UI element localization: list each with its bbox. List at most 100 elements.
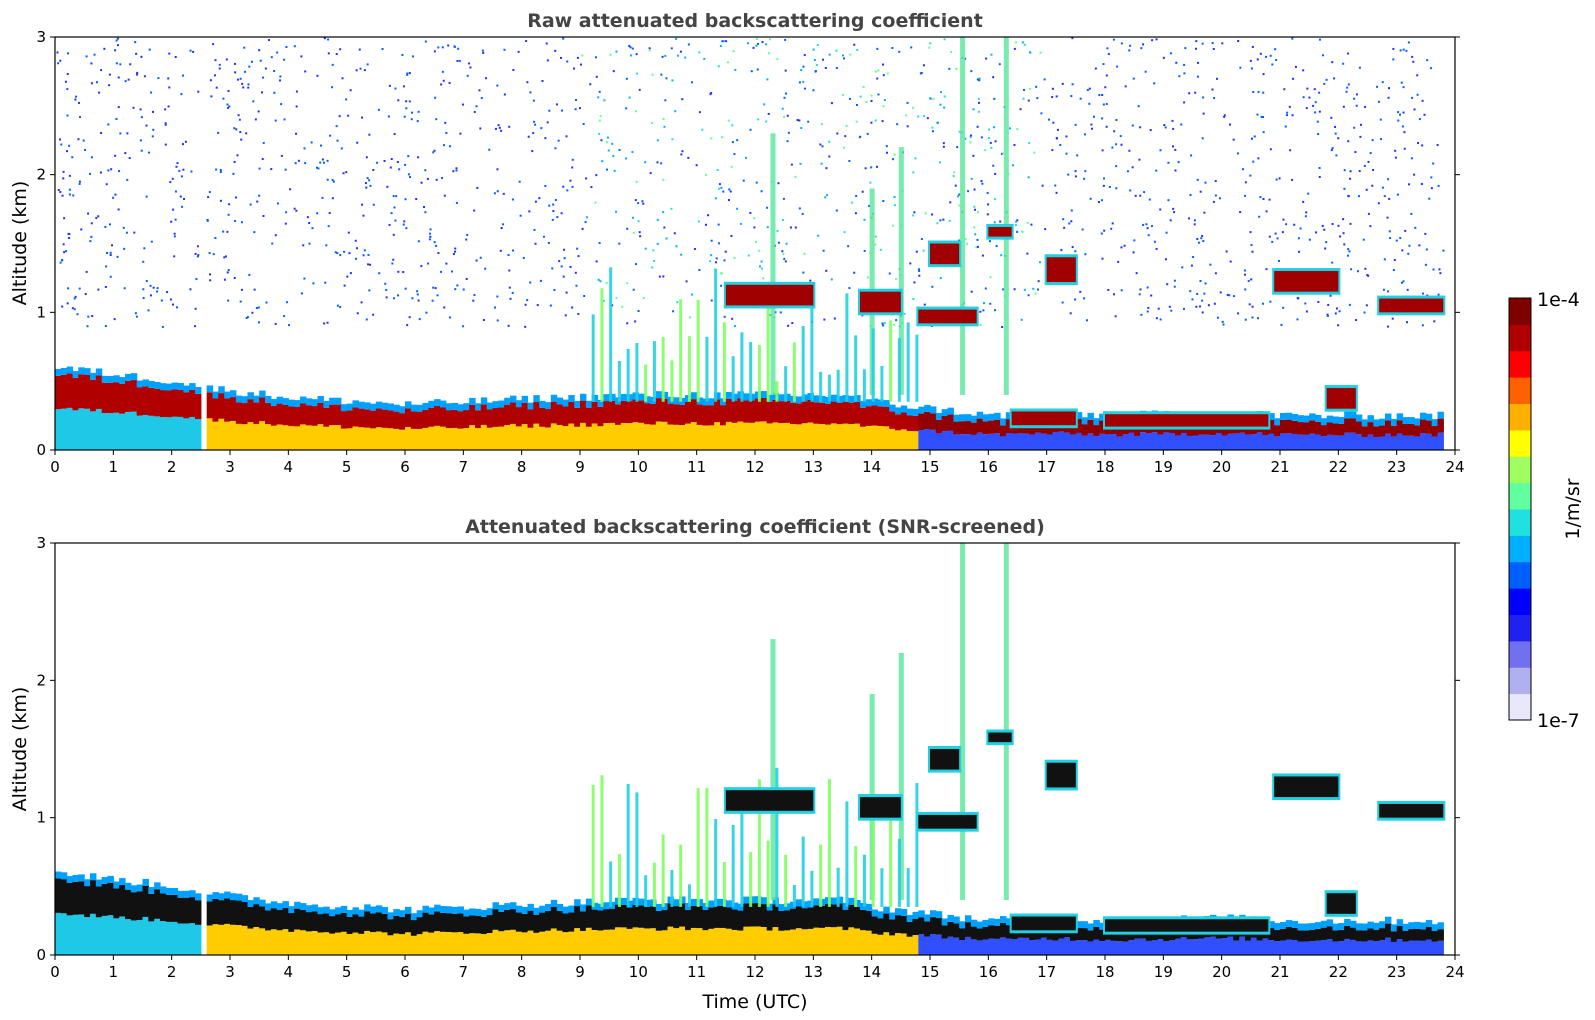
noise-point [169, 181, 172, 184]
noise-point [862, 85, 865, 88]
layer-column [335, 914, 342, 933]
noise-point [1218, 197, 1221, 200]
layer-column [247, 392, 254, 400]
layer-column [795, 396, 803, 404]
noise-point [658, 275, 661, 278]
layer-column [871, 916, 879, 934]
noise-point [227, 213, 230, 216]
layer-column [1093, 436, 1100, 450]
layer-column [743, 400, 750, 423]
layer-column [895, 414, 902, 431]
plume [626, 348, 630, 402]
layer-column [930, 429, 937, 450]
noise-point [1074, 175, 1077, 178]
layer-column [550, 899, 558, 907]
layer-column [422, 931, 429, 955]
noise-point [1244, 288, 1247, 291]
noise-point [347, 231, 350, 234]
noise-point [835, 209, 838, 212]
noise-point [340, 147, 343, 150]
layer-column [1355, 414, 1363, 422]
noise-point [1353, 97, 1356, 100]
layer-column [440, 400, 447, 408]
plume [749, 851, 753, 907]
layer-column [720, 905, 727, 928]
noise-point [331, 197, 334, 200]
layer-column [1081, 424, 1089, 436]
noise-point [450, 270, 453, 273]
noise-point [312, 282, 315, 285]
noise-point [710, 137, 713, 140]
noise-point [126, 178, 129, 181]
layer-column [352, 914, 359, 933]
layer-column [1309, 941, 1316, 955]
noise-point [319, 161, 322, 164]
noise-point [824, 196, 827, 199]
layer-column [189, 389, 196, 417]
noise-point [984, 149, 987, 152]
layer-column [918, 917, 925, 935]
noise-point [725, 40, 728, 43]
layer-column [865, 930, 873, 955]
layer-column [900, 412, 908, 430]
noise-point [441, 46, 444, 49]
noise-point [1314, 111, 1317, 114]
noise-point [785, 242, 788, 245]
noise-point [1405, 321, 1408, 324]
cloud [860, 291, 901, 313]
layer-column [632, 904, 639, 928]
noise-point [364, 182, 367, 185]
noise-point [110, 168, 113, 171]
layer-column [1268, 413, 1275, 421]
layer-column [259, 906, 266, 929]
noise-point [1108, 185, 1111, 188]
noise-point [595, 260, 598, 263]
noise-point [116, 255, 119, 258]
noise-point [766, 206, 769, 209]
layer-column [375, 912, 383, 932]
layer-column [469, 908, 476, 916]
noise-point [984, 287, 987, 290]
noise-point [970, 290, 973, 293]
plume [960, 543, 966, 901]
noise-point [1070, 220, 1073, 223]
layer-column [329, 933, 336, 955]
y-axis-label: Altitude (km) [9, 181, 31, 306]
noise-point [431, 299, 434, 302]
layer-column [393, 404, 400, 412]
noise-point [1387, 290, 1390, 293]
y-tick-label: 3 [36, 534, 46, 552]
noise-point [417, 299, 420, 302]
layer-column [836, 903, 844, 927]
noise-point [250, 60, 253, 63]
noise-point [466, 234, 469, 237]
noise-point [1394, 149, 1397, 152]
plume [915, 334, 919, 402]
noise-point [447, 44, 450, 47]
layer-column [988, 433, 995, 450]
layer-column [136, 884, 144, 892]
layer-column [877, 911, 884, 919]
snr-screened-panel: Attenuated backscattering coefficient (S… [9, 516, 1465, 1013]
layer-column [667, 926, 674, 955]
layer-column [924, 404, 931, 412]
layer-column [1017, 433, 1024, 450]
layer-column [1175, 435, 1182, 450]
noise-point [1323, 228, 1326, 231]
cloud-layers [723, 223, 1446, 430]
noise-point [1422, 292, 1425, 295]
noise-point [87, 315, 90, 318]
noise-point [1371, 139, 1374, 142]
layer-column [212, 924, 219, 955]
layer-column [183, 385, 190, 393]
layer-column [475, 403, 482, 411]
noise-point [325, 244, 328, 247]
layer-column [644, 906, 651, 929]
layer-column [702, 398, 709, 406]
colorbar-step [1509, 350, 1531, 378]
layer-column [1355, 941, 1363, 955]
x-tick-label: 7 [459, 963, 469, 981]
noise-point [1356, 270, 1359, 273]
layer-column [690, 422, 698, 450]
noise-point [990, 53, 993, 56]
